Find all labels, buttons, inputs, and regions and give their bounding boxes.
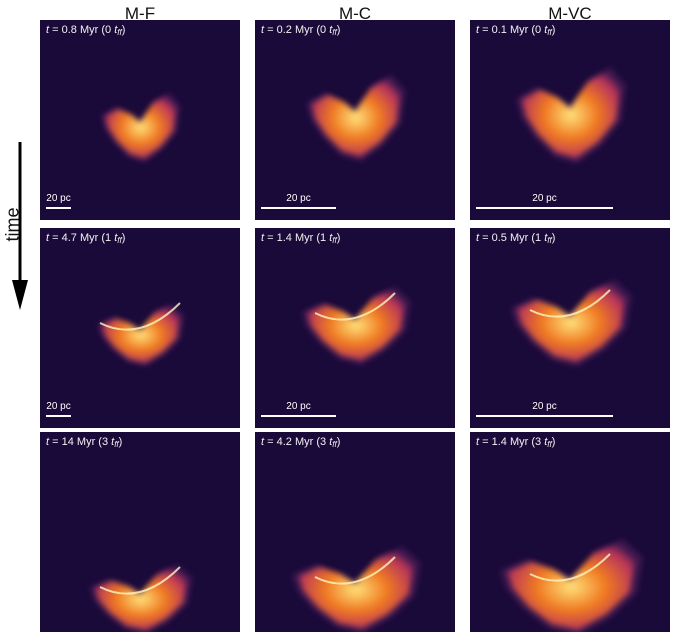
gas-cloud-image (40, 228, 240, 428)
panel-m-vc-row-2: t = 0.5 Myr (1 tff) 20 pc (470, 228, 670, 428)
scale-bar-label: 20 pc (286, 193, 311, 204)
time-value: 0.5 Myr (1 (491, 232, 545, 244)
scale-bar (476, 415, 613, 417)
panel-m-c-row-3: t = 4.2 Myr (3 tff) (255, 432, 455, 632)
panel-m-vc-row-1: t = 0.1 Myr (0 tff) 20 pc (470, 20, 670, 220)
panel-m-f-row-2: t = 4.7 Myr (1 tff) 20 pc (40, 228, 240, 428)
panel-time-label: t = 0.8 Myr (0 tff) (46, 24, 126, 37)
scale-bar (46, 415, 71, 417)
time-axis-label: time (2, 207, 23, 242)
gas-cloud-image (470, 432, 670, 632)
column-title-m-f: M-F (124, 4, 156, 23)
scale-bar-label: 20 pc (46, 401, 71, 412)
scale-bar-label: 20 pc (286, 401, 311, 412)
panel-time-label: t = 0.1 Myr (0 tff) (476, 24, 556, 37)
time-value: 4.7 Myr (1 (61, 232, 115, 244)
panel-time-label: t = 1.4 Myr (1 tff) (261, 232, 341, 245)
gas-cloud-image (255, 228, 455, 428)
panel-m-f-row-1: t = 0.8 Myr (0 tff) 20 pc (40, 20, 240, 220)
scale-bar-label: 20 pc (532, 401, 557, 412)
panel-m-c-row-2: t = 1.4 Myr (1 tff) 20 pc (255, 228, 455, 428)
time-value: 0.8 Myr (0 (61, 24, 115, 36)
time-value: 0.1 Myr (0 (491, 24, 545, 36)
column-title-m-vc: M-VC (548, 4, 592, 23)
panel-time-label: t = 1.4 Myr (3 tff) (476, 436, 556, 449)
scale-bar-label: 20 pc (46, 193, 71, 204)
gas-cloud-image (470, 20, 670, 220)
gas-cloud-image (40, 432, 240, 632)
scale-bar (261, 415, 336, 417)
time-value: 14 Myr (3 (61, 436, 112, 448)
gas-cloud-image (255, 20, 455, 220)
scale-bar-label: 20 pc (532, 193, 557, 204)
panel-time-label: t = 14 Myr (3 tff) (46, 436, 123, 449)
panel-time-label: t = 0.2 Myr (0 tff) (261, 24, 341, 37)
time-value: 1.4 Myr (3 (491, 436, 545, 448)
gas-cloud-image (255, 432, 455, 632)
scale-bar (46, 207, 71, 209)
time-value: 1.4 Myr (1 (276, 232, 330, 244)
panel-time-label: t = 4.2 Myr (3 tff) (261, 436, 341, 449)
time-arrow-icon (12, 142, 28, 310)
gas-cloud-image (470, 228, 670, 428)
scale-bar (476, 207, 613, 209)
time-value: 0.2 Myr (0 (276, 24, 330, 36)
panel-time-label: t = 4.7 Myr (1 tff) (46, 232, 126, 245)
panel-time-label: t = 0.5 Myr (1 tff) (476, 232, 556, 245)
gas-cloud-image (40, 20, 240, 220)
time-value: 4.2 Myr (3 (276, 436, 330, 448)
panel-m-f-row-3: t = 14 Myr (3 tff) (40, 432, 240, 632)
scale-bar (261, 207, 336, 209)
panel-m-vc-row-3: t = 1.4 Myr (3 tff) (470, 432, 670, 632)
column-title-m-c: M-C (338, 4, 372, 23)
panel-m-c-row-1: t = 0.2 Myr (0 tff) 20 pc (255, 20, 455, 220)
